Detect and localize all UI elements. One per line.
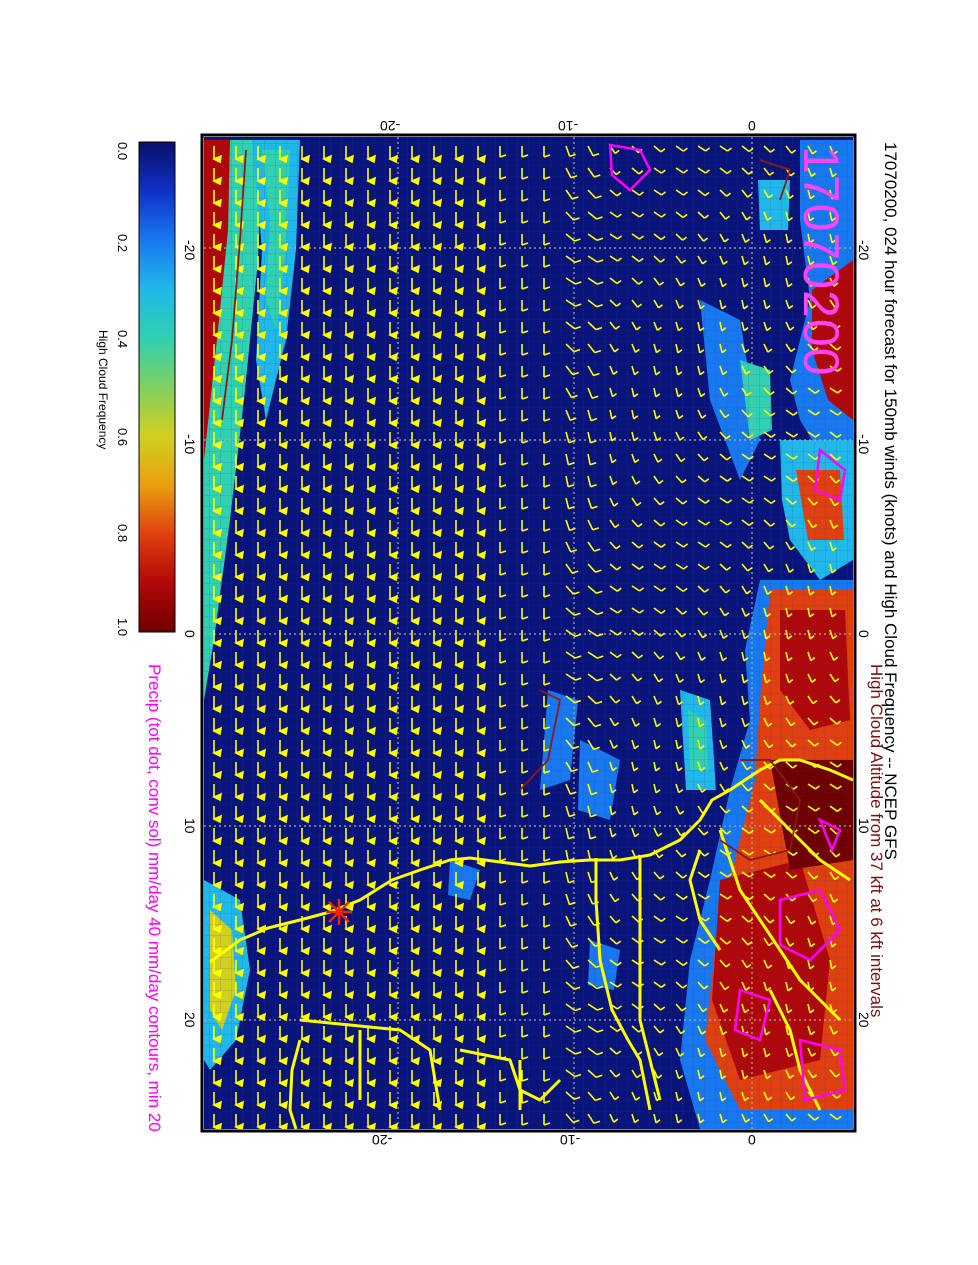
right-axis-tick: -10 — [856, 434, 872, 455]
wind-barb-field — [212, 145, 843, 1129]
right-axis-tick: 0 — [856, 630, 872, 638]
left-axis-tick: 10 — [182, 818, 198, 834]
top-axis-tick: -10 — [558, 118, 579, 134]
cloud-altitude-contours — [221, 149, 801, 861]
colorbar — [138, 141, 176, 633]
location-star-marker — [326, 899, 352, 925]
bottom-axis-tick: -20 — [372, 1132, 393, 1148]
date-stamp: 17070200 — [793, 146, 849, 377]
left-axis-tick: 20 — [182, 1012, 198, 1028]
top-axis-tick: -20 — [380, 118, 401, 134]
bottom-axis-tick: 0 — [748, 1132, 756, 1148]
right-axis-tick: -20 — [856, 240, 872, 261]
left-axis-tick: -10 — [182, 434, 198, 455]
caption-precip: Precip (tot dot, conv sol) mm/day 40 mm/… — [145, 664, 164, 1132]
map-frame — [200, 133, 857, 1133]
colorbar-tick: 0.2 — [115, 234, 130, 253]
caption-cloud-altitude: High Cloud Altitude from 37 kft at 6 kft… — [867, 664, 886, 1018]
colorbar-tick: 0.0 — [115, 142, 130, 161]
bottom-axis-tick: -10 — [560, 1132, 581, 1148]
left-axis-tick: -20 — [182, 240, 198, 261]
colorbar-tick: 0.4 — [115, 330, 130, 349]
right-axis-tick: 10 — [856, 818, 872, 834]
coastline — [209, 758, 853, 1129]
precip-contours — [608, 143, 847, 1102]
colorbar-tick: 1.0 — [115, 618, 130, 637]
colorbar-label: High Cloud Frequency — [96, 330, 110, 450]
wind-barbs — [212, 145, 843, 1129]
graticule — [204, 137, 853, 1129]
top-axis-tick: 0 — [748, 118, 756, 134]
colorbar-tick: 0.8 — [115, 524, 130, 543]
colorbar-tick: 0.6 — [115, 428, 130, 447]
left-axis-tick: 0 — [182, 630, 198, 638]
right-axis-tick: 20 — [856, 1012, 872, 1028]
